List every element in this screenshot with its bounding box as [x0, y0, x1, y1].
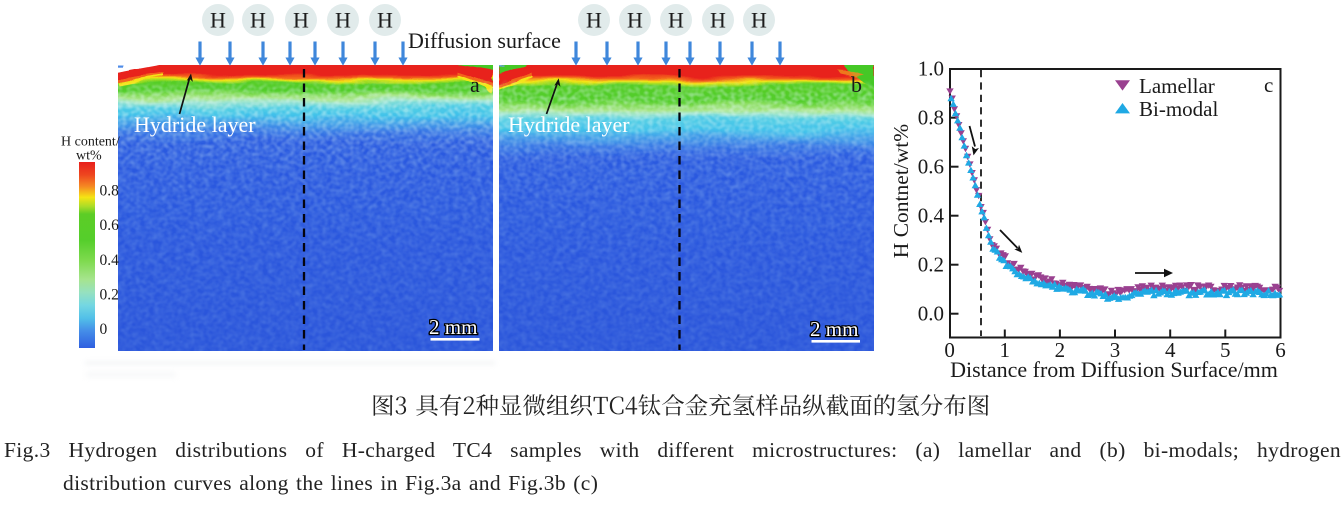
svg-text:Bi-modal: Bi-modal: [1139, 97, 1218, 121]
svg-text:4: 4: [1165, 338, 1176, 362]
svg-text:5: 5: [1220, 338, 1231, 362]
svg-text:0.2: 0.2: [918, 253, 944, 277]
svg-text:0.8: 0.8: [918, 106, 944, 130]
svg-text:H: H: [627, 8, 643, 33]
svg-text:0.6: 0.6: [918, 155, 944, 179]
svg-text:H: H: [335, 8, 351, 33]
svg-text:0.6: 0.6: [100, 217, 120, 234]
svg-text:Hydride layer: Hydride layer: [134, 112, 256, 137]
svg-text:2: 2: [1055, 338, 1066, 362]
svg-text:wt%: wt%: [76, 149, 102, 164]
svg-text:Hydride layer: Hydride layer: [508, 112, 630, 137]
svg-text:a: a: [470, 72, 480, 97]
svg-text:H: H: [293, 8, 309, 33]
svg-text:Distance from Diffusion Surfac: Distance from Diffusion Surface/mm: [950, 357, 1278, 382]
svg-text:H: H: [377, 8, 393, 33]
svg-text:0.4: 0.4: [100, 252, 120, 269]
svg-text:2 mm: 2 mm: [429, 315, 477, 339]
svg-text:1.0: 1.0: [918, 57, 944, 81]
svg-text:H: H: [586, 8, 602, 33]
svg-text:H Contnet/wt%: H Contnet/wt%: [889, 124, 913, 258]
svg-text:0: 0: [944, 338, 955, 362]
svg-text:Diffusion surface: Diffusion surface: [408, 28, 561, 53]
svg-text:H: H: [751, 8, 767, 33]
svg-text:0: 0: [100, 321, 108, 338]
svg-text:0.2: 0.2: [100, 286, 119, 303]
svg-text:H: H: [710, 8, 726, 33]
svg-text:0.0: 0.0: [918, 302, 944, 326]
svg-text:b: b: [851, 72, 862, 97]
svg-text:H: H: [668, 8, 684, 33]
svg-text:c: c: [1264, 73, 1273, 97]
svg-text:0.4: 0.4: [918, 204, 945, 228]
svg-text:H: H: [250, 8, 266, 33]
svg-text:6: 6: [1275, 338, 1286, 362]
svg-text:3: 3: [1110, 338, 1121, 362]
svg-text:H: H: [210, 8, 226, 33]
svg-text:0.8: 0.8: [100, 183, 120, 200]
svg-text:1: 1: [1000, 338, 1011, 362]
svg-text:H content/: H content/: [61, 135, 120, 150]
svg-text:Lamellar: Lamellar: [1139, 74, 1215, 98]
svg-text:2 mm: 2 mm: [810, 317, 858, 341]
